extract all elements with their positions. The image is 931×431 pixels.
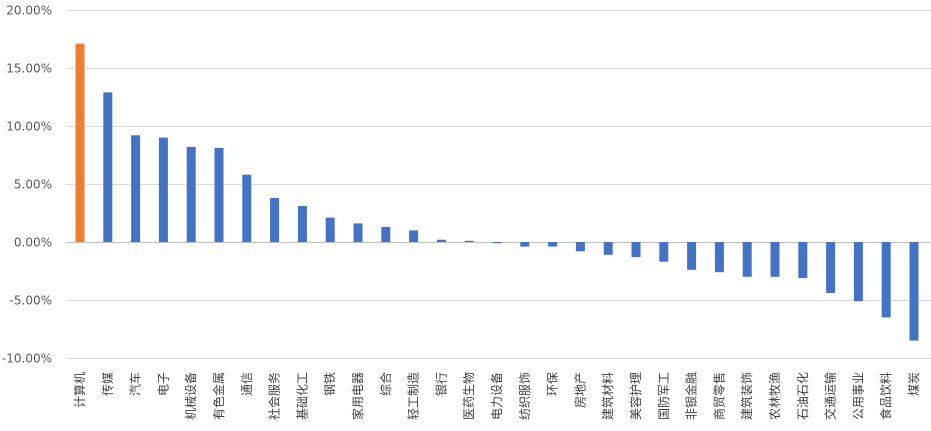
category-label: 轻工制造 — [407, 372, 421, 420]
category-label: 石油石化 — [796, 372, 810, 420]
y-tick-label: -5.00% — [10, 294, 52, 308]
bar — [436, 239, 446, 242]
category-label: 农林牧渔 — [768, 372, 782, 420]
category-label: 通信 — [240, 372, 254, 396]
category-label: 非银金融 — [684, 372, 699, 420]
bars — [75, 43, 919, 341]
category-label: 环保 — [546, 372, 560, 396]
bar — [409, 230, 419, 242]
category-label: 综合 — [378, 372, 393, 396]
y-tick-label: 10.00% — [6, 120, 52, 134]
gridlines — [66, 10, 931, 359]
y-tick-label: 15.00% — [6, 62, 52, 76]
bar — [186, 146, 196, 242]
category-label: 国防军工 — [656, 372, 671, 420]
bar — [103, 92, 113, 243]
category-label: 钢铁 — [323, 372, 337, 396]
category-label: 美容护理 — [628, 372, 643, 420]
category-label: 计算机 — [72, 372, 87, 408]
bar — [575, 242, 585, 252]
bar — [659, 242, 669, 262]
bar — [242, 174, 252, 242]
bar — [853, 242, 863, 302]
bar — [826, 242, 836, 293]
category-label: 有色金属 — [211, 372, 226, 420]
bar — [770, 242, 780, 277]
category-label: 食品饮料 — [878, 372, 893, 420]
bar — [381, 226, 391, 242]
category-label: 家用电器 — [350, 372, 365, 420]
category-label: 社会服务 — [267, 372, 282, 420]
bar — [631, 242, 641, 258]
category-label: 煤炭 — [907, 372, 921, 396]
bar — [297, 206, 307, 242]
category-label: 传媒 — [100, 372, 115, 396]
bar — [798, 242, 808, 278]
bar — [158, 137, 168, 242]
y-tick-label: 20.00% — [6, 4, 52, 18]
category-label: 建筑装饰 — [739, 372, 754, 420]
bar — [603, 242, 613, 255]
category-label: 公用事业 — [851, 372, 865, 420]
bar — [325, 217, 335, 242]
category-label: 基础化工 — [295, 372, 309, 420]
bar — [881, 242, 891, 318]
y-tick-label: 5.00% — [14, 178, 52, 192]
category-label: 交通运输 — [823, 372, 838, 420]
bar — [687, 242, 697, 270]
category-labels: 计算机 传媒 汽车 电子 机械设备 有色金属 通信 社会服务 基础化工 钢铁 家用电器 综合 轻工制造银… — [72, 372, 921, 420]
category-label: 电力设备 — [490, 372, 504, 420]
category-label: 银行 — [434, 372, 448, 396]
bar — [353, 223, 363, 242]
bar — [270, 197, 280, 242]
bar — [492, 242, 502, 244]
bar — [548, 242, 558, 247]
category-label: 机械设备 — [183, 372, 198, 420]
bar — [520, 242, 530, 247]
category-label: 医药生物 — [462, 372, 476, 420]
bar — [742, 242, 752, 277]
y-tick-label: -10.00% — [2, 352, 52, 366]
bar — [75, 43, 85, 242]
bar — [131, 135, 141, 242]
bar — [714, 242, 724, 273]
category-label: 汽车 — [128, 372, 143, 396]
category-label: 纺织服饰 — [518, 372, 532, 420]
bar — [214, 148, 224, 242]
category-label: 房地产 — [572, 372, 587, 408]
y-tick-label: 0.00% — [14, 236, 52, 250]
y-axis-ticks: 20.00% 15.00% 10.00% 5.00% 0.00% -5.00% -10.00… — [2, 4, 52, 366]
bar — [909, 242, 919, 341]
category-label: 商贸零售 — [711, 372, 726, 420]
category-label: 电子 — [156, 372, 170, 396]
bar — [464, 240, 474, 242]
category-label: 建筑材料 — [600, 372, 615, 420]
